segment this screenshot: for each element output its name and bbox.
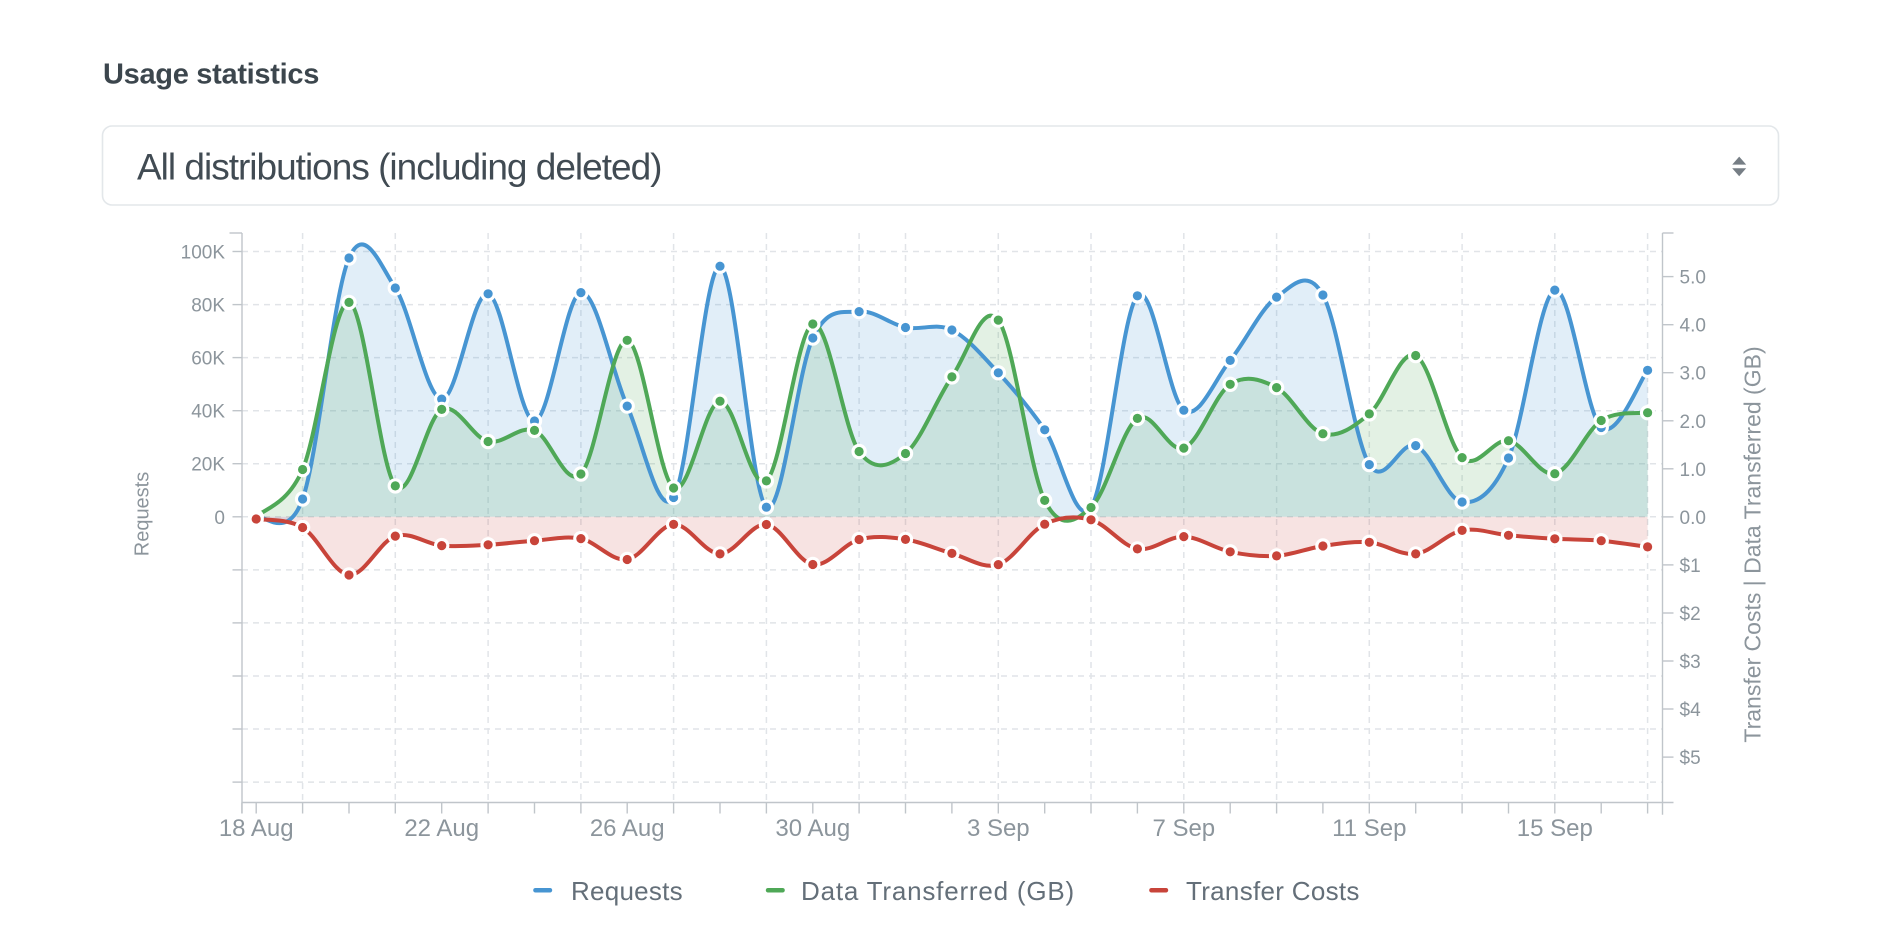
svg-text:Requests: Requests <box>132 472 154 557</box>
svg-text:$1: $1 <box>1680 556 1701 577</box>
svg-text:26 Aug: 26 Aug <box>590 815 665 842</box>
svg-text:11 Sep: 11 Sep <box>1332 815 1406 842</box>
svg-text:22 Aug: 22 Aug <box>404 815 479 842</box>
svg-text:30 Aug: 30 Aug <box>775 815 850 842</box>
svg-text:$3: $3 <box>1680 652 1701 673</box>
svg-text:18 Aug: 18 Aug <box>219 815 294 842</box>
svg-text:Requests: Requests <box>571 876 683 906</box>
svg-text:4.0: 4.0 <box>1680 316 1706 337</box>
svg-text:Transfer Costs: Transfer Costs <box>1186 876 1360 906</box>
svg-text:20K: 20K <box>191 455 225 476</box>
svg-text:2.0: 2.0 <box>1680 412 1706 433</box>
svg-text:1.0: 1.0 <box>1680 460 1706 481</box>
svg-text:100K: 100K <box>181 243 226 264</box>
svg-text:0: 0 <box>214 508 225 529</box>
svg-text:80K: 80K <box>191 296 225 317</box>
svg-text:Usage statistics: Usage statistics <box>103 59 319 91</box>
svg-text:$5: $5 <box>1680 748 1701 769</box>
svg-text:$2: $2 <box>1680 604 1701 625</box>
svg-text:5.0: 5.0 <box>1680 268 1706 289</box>
svg-text:$4: $4 <box>1680 700 1702 721</box>
svg-text:60K: 60K <box>191 349 225 370</box>
svg-text:7 Sep: 7 Sep <box>1152 815 1215 842</box>
svg-text:15 Sep: 15 Sep <box>1517 815 1593 842</box>
svg-text:3 Sep: 3 Sep <box>967 815 1030 842</box>
svg-text:40K: 40K <box>191 402 225 423</box>
svg-text:All distributions (including d: All distributions (including deleted) <box>137 147 661 188</box>
svg-text:Transfer Costs | Data Transfer: Transfer Costs | Data Transferred (GB) <box>1740 346 1766 742</box>
svg-text:Data Transferred (GB): Data Transferred (GB) <box>801 876 1075 906</box>
svg-text:3.0: 3.0 <box>1680 364 1706 385</box>
svg-text:0.0: 0.0 <box>1680 508 1706 529</box>
